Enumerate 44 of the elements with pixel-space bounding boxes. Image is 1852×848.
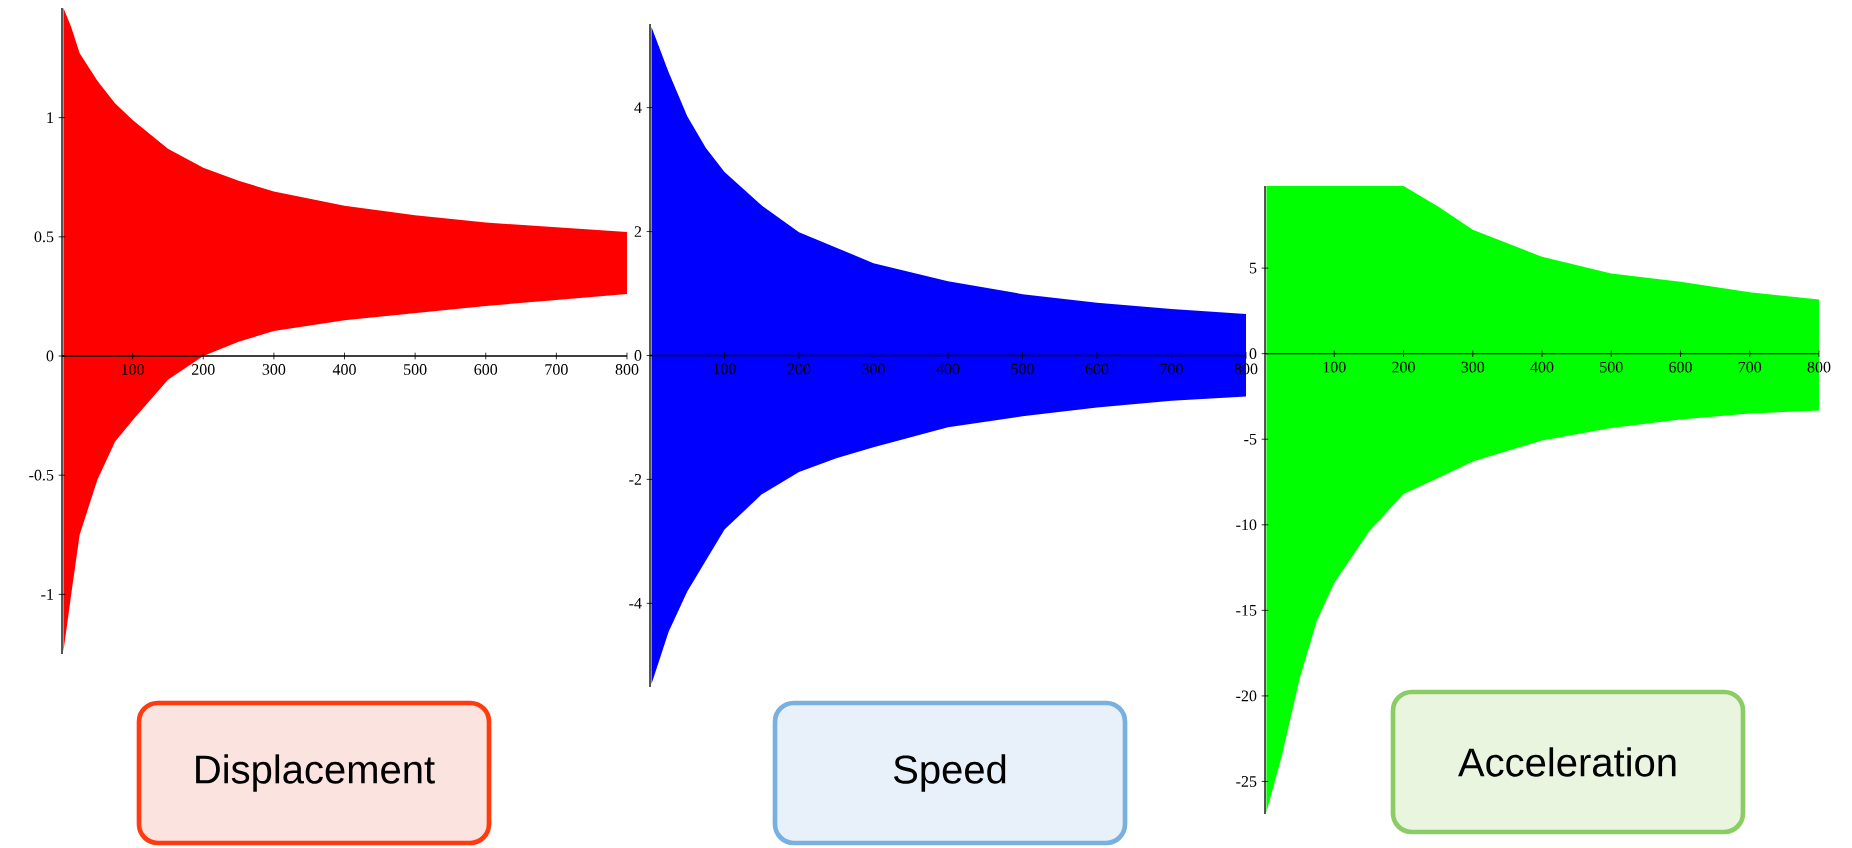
text: Acceleration: [1458, 747, 1676, 777]
x-tick-label: 500: [1011, 363, 1034, 375]
x-tick-label: 500: [1600, 361, 1623, 373]
y-tick-label: -2: [629, 474, 642, 485]
x-tick-label: 400: [332, 364, 356, 375]
y-tick-label: -5: [1244, 433, 1257, 445]
x-tick-label: 800: [615, 364, 639, 375]
x-tick-label: 800: [1807, 361, 1831, 373]
y-tick-label: -4: [629, 598, 642, 609]
x-tick-label: 200: [787, 363, 811, 375]
x-tick-label: 600: [474, 364, 498, 375]
y-tick-label: 2: [634, 226, 642, 237]
x-tick-label: 100: [1323, 361, 1346, 373]
x-tick-label: 400: [936, 363, 960, 375]
x-tick-label: 100: [122, 364, 145, 375]
y-tick-label: -10: [1236, 519, 1257, 531]
y-tick-label: -0.5: [29, 469, 54, 481]
x-tick-label: 200: [1392, 361, 1415, 373]
x-tick-label: 600: [1085, 363, 1109, 375]
x-tick-label: 700: [1738, 361, 1762, 373]
y-tick-label: -15: [1236, 605, 1257, 616]
x-tick-label: 300: [862, 363, 885, 375]
text: Displacement: [196, 754, 435, 792]
y-tick-label: 4: [634, 102, 642, 113]
text: Speed: [894, 754, 1006, 792]
x-tick-label: 200: [191, 364, 215, 375]
x-tick-label: 300: [262, 364, 286, 375]
x-tick-label: 700: [1160, 363, 1183, 375]
y-tick-label: 5: [1249, 262, 1257, 274]
y-tick-label: 1: [47, 112, 54, 123]
x-tick-label: 700: [545, 364, 568, 375]
x-tick-label: 100: [713, 363, 736, 375]
x-tick-label: 500: [404, 364, 427, 375]
x-tick-label: 800: [1234, 363, 1258, 375]
x-tick-label: 300: [1461, 361, 1485, 373]
y-tick-label: -1: [41, 589, 54, 600]
y-tick-label: 0: [634, 350, 642, 361]
y-tick-label: 0.5: [34, 231, 54, 243]
y-tick-label: -25: [1236, 776, 1257, 787]
y-tick-label: 0: [46, 350, 54, 362]
x-tick-label: 600: [1669, 361, 1692, 373]
y-tick-label: 0: [1249, 348, 1257, 360]
y-tick-label: -20: [1236, 690, 1257, 702]
x-tick-label: 400: [1530, 361, 1554, 373]
